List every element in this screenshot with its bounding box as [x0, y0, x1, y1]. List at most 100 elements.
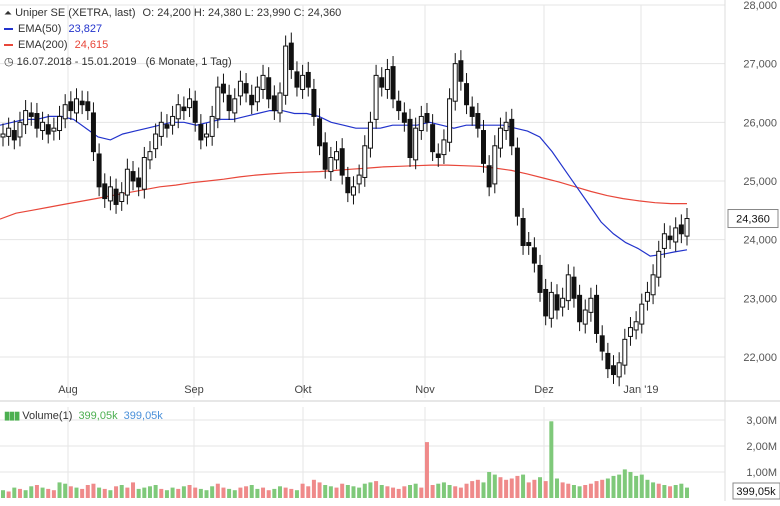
- volume-tick-label: 2,00M: [746, 441, 777, 453]
- volume-bar: [566, 483, 571, 498]
- candle-body: [475, 113, 481, 129]
- month-label: Dez: [534, 384, 554, 396]
- candle-body: [577, 294, 583, 323]
- candle-body: [28, 112, 34, 117]
- volume-bar: [583, 485, 588, 498]
- volume-bar: [487, 472, 492, 498]
- volume-bar: [685, 487, 689, 498]
- volume-bar: [227, 488, 232, 498]
- candle-body: [452, 63, 458, 102]
- price-tick-label: 23,000: [743, 293, 777, 305]
- volume-bar: [379, 485, 384, 498]
- candle-body: [283, 45, 289, 96]
- candle-body: [430, 124, 436, 153]
- last-volume-tag: [732, 482, 780, 500]
- candle-body: [639, 303, 645, 325]
- candle-body: [254, 86, 260, 103]
- candle-body: [497, 127, 503, 149]
- ohlc-values: O: 24,200 H: 24,380 L: 23,990 C: 24,360: [142, 7, 342, 19]
- last-price-label: 24,360: [736, 214, 770, 226]
- volume-bar: [464, 483, 469, 498]
- volume-bar: [538, 477, 543, 498]
- candle-body: [520, 218, 526, 246]
- candle-body: [644, 291, 650, 302]
- candle-body: [334, 151, 340, 161]
- candle-body: [469, 106, 475, 117]
- candle-body: [537, 264, 543, 293]
- volume-bar: [402, 486, 407, 498]
- candle-body: [492, 145, 498, 185]
- volume-bars-icon: ▮▮▮: [4, 410, 20, 422]
- candle-body: [23, 110, 29, 126]
- candle-body: [548, 291, 554, 319]
- ema50-legend: EMA(50) 23,827: [4, 23, 102, 35]
- price-tick-label: 24,000: [743, 235, 777, 247]
- candle-body: [209, 115, 215, 137]
- candle-body: [249, 94, 255, 106]
- volume-bar: [176, 488, 181, 498]
- volume-bar: [170, 487, 175, 498]
- candle-body: [187, 98, 193, 109]
- candle-body: [34, 113, 40, 129]
- volume-bar: [453, 486, 458, 498]
- candle-body: [622, 338, 628, 366]
- volume-bar: [159, 488, 164, 498]
- candle-body: [226, 94, 232, 112]
- volume-bar: [306, 486, 311, 498]
- volume-bar: [413, 483, 418, 498]
- volume-bar: [645, 479, 650, 498]
- date-span-text: (6 Monate, 1 Tag): [145, 56, 232, 68]
- volume-bar: [515, 475, 520, 498]
- date-range-text: 16.07.2018 - 15.01.2019: [16, 56, 137, 68]
- candle-body: [486, 165, 492, 188]
- candle-body: [158, 121, 164, 137]
- volume-bar: [419, 487, 424, 498]
- volume-bar: [481, 482, 486, 498]
- candle-body: [198, 124, 204, 141]
- candle-body: [367, 121, 373, 149]
- volume-bar: [23, 490, 28, 498]
- volume-bar: [441, 482, 446, 498]
- candle-body: [170, 115, 176, 126]
- candle-body: [11, 130, 17, 141]
- candle-body: [345, 176, 351, 194]
- candle-body: [328, 157, 334, 173]
- volume-bar: [504, 479, 509, 498]
- volume-bar: [244, 486, 249, 498]
- volume-bar: [131, 482, 136, 498]
- candle-body: [62, 104, 68, 120]
- candle-body: [102, 183, 108, 200]
- candle-body: [401, 112, 407, 123]
- candle-body: [373, 74, 379, 120]
- candle-body: [362, 145, 368, 178]
- candle-body: [113, 188, 119, 205]
- volume-bar: [272, 488, 277, 498]
- candle-body: [260, 74, 266, 90]
- volume-bar: [560, 482, 565, 498]
- candle-body: [390, 66, 396, 100]
- candle-body: [673, 227, 679, 243]
- volume-bar: [198, 488, 203, 498]
- volume-bar: [424, 442, 429, 498]
- volume-bar: [34, 485, 39, 498]
- volume-bar: [6, 491, 11, 498]
- candle-body: [656, 250, 662, 278]
- candle-body: [514, 147, 520, 217]
- candle-body: [141, 157, 147, 190]
- volume-bar: [498, 477, 503, 498]
- volume-bar: [368, 482, 373, 498]
- volume-bar: [334, 487, 339, 498]
- price-tick-label: 25,000: [743, 176, 777, 188]
- candle-body: [204, 133, 210, 138]
- volume-bar: [153, 485, 158, 498]
- candle-body: [650, 274, 656, 296]
- volume-bar: [317, 482, 322, 498]
- candle-body: [85, 101, 91, 112]
- volume-bar: [283, 487, 288, 498]
- volume-bar: [679, 483, 684, 498]
- volume-bar: [656, 483, 661, 498]
- ema200-legend: EMA(200) 24,615: [4, 39, 108, 51]
- candle-body: [6, 127, 12, 137]
- candle-body: [458, 60, 464, 82]
- volume-bar: [470, 481, 475, 498]
